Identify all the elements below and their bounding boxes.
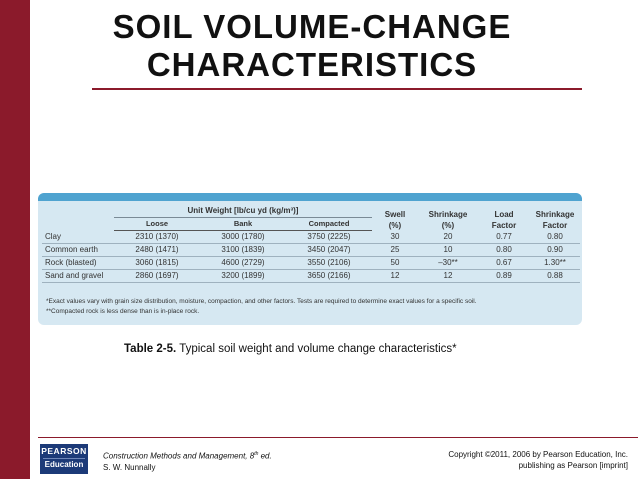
table-row: Clay 2310 (1370) 3000 (1780) 3750 (2225)…: [42, 230, 580, 244]
header-swell: Swell (%): [372, 205, 418, 231]
cell-bank: 3100 (1839): [200, 243, 286, 257]
header-shrinkage-l1: Shrinkage: [428, 209, 468, 219]
header-compacted: Compacted: [286, 217, 372, 231]
edition-suffix: ed.: [258, 451, 272, 461]
table-row: Sand and gravel 2860 (1697) 3200 (1899) …: [42, 269, 580, 283]
footer-author: S. W. Nunnally: [103, 462, 156, 472]
header-load-factor-l2: Factor: [491, 220, 517, 230]
cell-shrinkage: –30**: [418, 256, 478, 270]
cell-shrinkage: 12: [418, 269, 478, 283]
cell-swell: 30: [372, 230, 418, 244]
cell-compacted: 3650 (2166): [286, 269, 372, 283]
table-row: Rock (blasted) 3060 (1815) 4600 (2729) 3…: [42, 256, 580, 270]
soil-table: Unit Weight [lb/cu yd (kg/m³)] Swell (%) …: [42, 205, 580, 283]
header-blank: [42, 205, 114, 231]
cell-swell: 12: [372, 269, 418, 283]
header-unit-weight: Unit Weight [lb/cu yd (kg/m³)]: [114, 205, 372, 218]
soil-name: Clay: [42, 230, 114, 244]
copyright-text: Copyright ©2011, 2006 by Pearson Educati…: [448, 450, 628, 459]
caption-label: Table 2-5.: [124, 343, 177, 355]
cell-load-factor: 0.77: [478, 230, 530, 244]
publisher-text: publishing as Pearson [imprint]: [518, 461, 628, 470]
header-bank: Bank: [200, 217, 286, 231]
cell-loose: 3060 (1815): [114, 256, 200, 270]
cell-loose: 2310 (1370): [114, 230, 200, 244]
cell-compacted: 3750 (2225): [286, 230, 372, 244]
cell-swell: 50: [372, 256, 418, 270]
cell-load-factor: 0.80: [478, 243, 530, 257]
caption-text: Typical soil weight and volume change ch…: [179, 343, 457, 355]
table-top-band: [38, 193, 582, 201]
header-loose: Loose: [114, 217, 200, 231]
header-shrinkage: Shrinkage (%): [418, 205, 478, 231]
cell-shrinkage-factor: 0.88: [530, 269, 580, 283]
header-shrinkage-factor-l2: Factor: [542, 220, 568, 230]
soil-name: Sand and gravel: [42, 269, 114, 283]
logo-line2: Education: [43, 458, 85, 469]
cell-shrinkage-factor: 0.90: [530, 243, 580, 257]
book-title-text: Construction Methods and Management, 8: [103, 451, 255, 461]
footer-book-info: Construction Methods and Management, 8th…: [103, 449, 272, 473]
footer-copyright: Copyright ©2011, 2006 by Pearson Educati…: [368, 449, 628, 471]
header-swell-l1: Swell: [384, 209, 406, 219]
soil-table-figure: Unit Weight [lb/cu yd (kg/m³)] Swell (%) …: [38, 193, 582, 325]
slide-title-line2: CHARACTERISTICS: [146, 46, 478, 83]
header-load-factor: Load Factor: [478, 205, 530, 231]
cell-load-factor: 0.89: [478, 269, 530, 283]
cell-shrinkage: 20: [418, 230, 478, 244]
cell-shrinkage: 10: [418, 243, 478, 257]
cell-compacted: 3550 (2106): [286, 256, 372, 270]
footnote-2: **Compacted rock is less dense than is i…: [46, 308, 200, 315]
header-shrinkage-factor-l1: Shrinkage: [535, 209, 575, 219]
cell-loose: 2480 (1471): [114, 243, 200, 257]
cell-bank: 3200 (1899): [200, 269, 286, 283]
footer-divider: [38, 437, 638, 438]
edition-superscript: th: [254, 451, 259, 457]
table-row: Common earth 2480 (1471) 3100 (1839) 345…: [42, 243, 580, 257]
pearson-logo: PEARSON Education: [40, 444, 88, 474]
cell-swell: 25: [372, 243, 418, 257]
table-caption: Table 2-5. Typical soil weight and volum…: [124, 343, 457, 355]
title-underline: [92, 88, 582, 90]
cell-load-factor: 0.67: [478, 256, 530, 270]
header-swell-l2: (%): [388, 220, 402, 230]
soil-name: Common earth: [42, 243, 114, 257]
cell-loose: 2860 (1697): [114, 269, 200, 283]
header-shrinkage-factor: Shrinkage Factor: [530, 205, 580, 231]
table-footnotes: *Exact values vary with grain size distr…: [46, 297, 576, 317]
header-load-factor-l1: Load: [494, 209, 514, 219]
header-shrinkage-l2: (%): [441, 220, 455, 230]
cell-shrinkage-factor: 1.30**: [530, 256, 580, 270]
slide-title-line1: SOIL VOLUME-CHANGE: [112, 8, 512, 45]
cell-compacted: 3450 (2047): [286, 243, 372, 257]
soil-name: Rock (blasted): [42, 256, 114, 270]
left-accent-bar: [0, 0, 30, 479]
cell-bank: 3000 (1780): [200, 230, 286, 244]
footnote-1: *Exact values vary with grain size distr…: [46, 298, 477, 305]
footer-book-title: Construction Methods and Management, 8th…: [103, 449, 272, 462]
slide-title: SOIL VOLUME-CHANGE CHARACTERISTICS: [92, 8, 532, 84]
cell-bank: 4600 (2729): [200, 256, 286, 270]
logo-line1: PEARSON: [41, 446, 87, 456]
cell-shrinkage-factor: 0.80: [530, 230, 580, 244]
